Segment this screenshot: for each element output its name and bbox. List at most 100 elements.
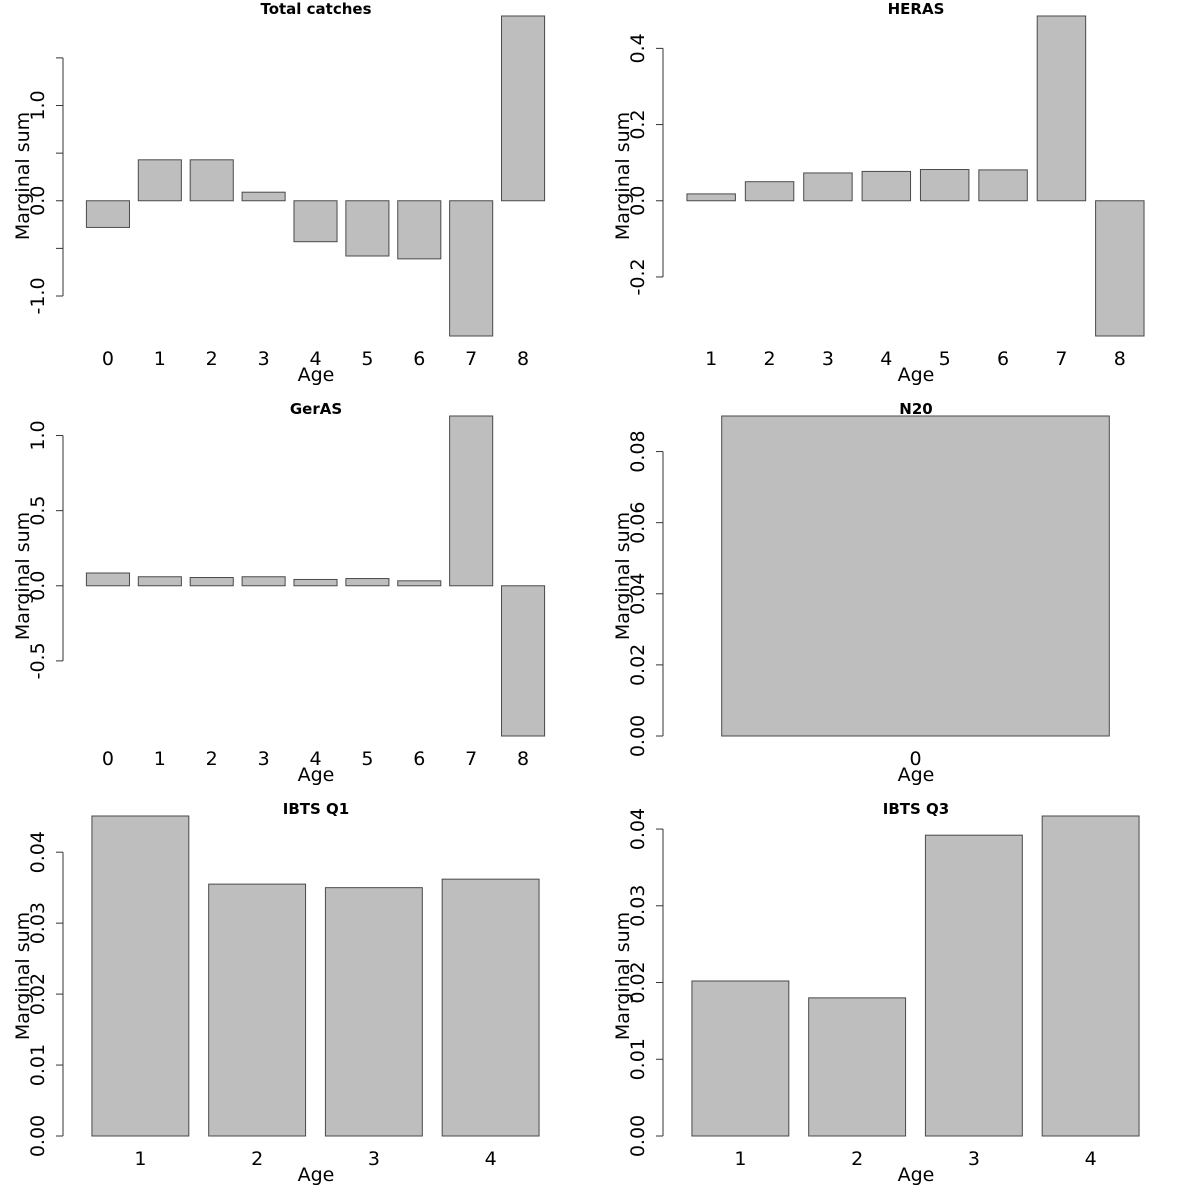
bar-4	[293, 578, 338, 587]
chart-panel-1: Total catches 0 1 2 3 4 5 6 7 8 -1.0 0.0 1.0 Age Margi…	[12, 0, 546, 386]
bar-7	[1036, 15, 1087, 202]
bar-1	[686, 193, 736, 202]
y-tick-label: 0.02	[27, 973, 49, 1015]
x-tick-label: 3	[822, 348, 834, 370]
y-tick-label: 1.0	[27, 90, 49, 120]
x-axis-label: Age	[898, 1164, 935, 1186]
x-tick-label: 4	[880, 348, 892, 370]
y-tick-label: 0.04	[627, 808, 649, 850]
x-tick-label: 6	[997, 348, 1009, 370]
chart-title: HERAS	[888, 0, 945, 18]
y-tick-label: 0.00	[627, 715, 649, 757]
y-tick-label: 0.08	[627, 430, 649, 472]
y-tick-label: 0.0	[27, 186, 49, 216]
bar-0	[85, 572, 130, 587]
x-tick-label: 3	[368, 1148, 380, 1170]
x-tick-label: 7	[465, 748, 477, 770]
bar-2	[744, 181, 795, 202]
y-tick-label: 0.03	[27, 902, 49, 944]
chart-panel-6: IBTS Q3 1 2 3 4 0.00 0.01 0.02 0.03 0.04 Age Margin…	[612, 800, 1140, 1186]
x-tick-label: 3	[258, 748, 270, 770]
x-axis-label: Age	[898, 364, 935, 386]
y-tick-label: -0.5	[27, 642, 49, 679]
x-tick-label: 1	[154, 348, 166, 370]
bar-3	[241, 576, 286, 587]
x-axis-label: Age	[298, 764, 335, 786]
bar-3	[924, 834, 1023, 1137]
chart-title: IBTS Q3	[883, 800, 949, 818]
y-tick-label: 0.01	[627, 1038, 649, 1080]
bar-1	[691, 980, 790, 1137]
y-tick-label: 0.03	[627, 885, 649, 927]
bar-1	[137, 576, 182, 587]
x-tick-label: 1	[734, 1148, 746, 1170]
x-tick-label: 8	[1114, 348, 1126, 370]
x-tick-label: 3	[968, 1148, 980, 1170]
x-tick-label: 4	[309, 348, 321, 370]
y-axis-label: Marginal sum	[612, 912, 634, 1040]
bar-5	[345, 200, 390, 257]
y-tick-label: 0.00	[627, 1115, 649, 1157]
bar-8	[501, 15, 546, 202]
x-tick-label: 6	[413, 348, 425, 370]
bar-7	[449, 200, 494, 337]
bar-6	[978, 169, 1028, 202]
x-tick-label: 0	[102, 748, 114, 770]
bar-6	[397, 580, 442, 587]
chart-title: IBTS Q1	[283, 800, 349, 818]
chart-panel-2: HERAS 1 2 3 4 5 6 7 8 -0.2 0.0 0.2 0.4 Age Marginal su…	[612, 0, 1145, 386]
x-tick-label: 8	[517, 348, 529, 370]
bar-2	[208, 883, 307, 1137]
y-axis-label: Marginal sum	[612, 112, 634, 240]
x-tick-label: 3	[258, 348, 270, 370]
bar-4	[861, 170, 912, 202]
chart-title: Total catches	[260, 0, 371, 18]
bar-8	[501, 585, 546, 737]
x-tick-label: 2	[206, 748, 218, 770]
x-tick-label: 5	[361, 348, 373, 370]
y-tick-label: 0.5	[27, 496, 49, 526]
y-axis-label: Marginal sum	[12, 112, 34, 240]
y-tick-label: 0.02	[627, 644, 649, 686]
y-tick-label: 0.00	[27, 1115, 49, 1157]
x-tick-label: 1	[154, 748, 166, 770]
bar-2	[189, 159, 234, 202]
x-tick-label: 1	[705, 348, 717, 370]
y-tick-label: 1.0	[27, 420, 49, 450]
bar-2	[189, 577, 234, 587]
y-tick-label: 0.01	[27, 1044, 49, 1086]
x-tick-label: 4	[1085, 1148, 1097, 1170]
bar-0	[85, 200, 130, 228]
x-tick-label: 7	[465, 348, 477, 370]
bar-1	[137, 159, 182, 202]
y-tick-label: 0.2	[627, 109, 649, 139]
y-tick-label: 0.04	[27, 831, 49, 873]
chart-title: N20	[899, 400, 932, 418]
bar-0	[721, 415, 1110, 737]
y-tick-label: 0.0	[627, 186, 649, 216]
bar-2	[808, 997, 907, 1137]
x-tick-label: 5	[361, 748, 373, 770]
chart-panel-5: IBTS Q1 1 2 3 4 0.00 0.01 0.02 0.03 0.04 Age Margin…	[12, 800, 540, 1186]
y-axis-label: Marginal sum	[12, 512, 34, 640]
x-tick-label: 1	[134, 1148, 146, 1170]
x-tick-label: 2	[206, 348, 218, 370]
x-tick-label: 2	[251, 1148, 263, 1170]
bar-5	[345, 578, 390, 587]
chart-panel-3: GerAS 0 1 2 3 4 5 6 7 8 -0.5 0.0 0.5 1.0 Age Marginal s…	[12, 400, 546, 786]
bar-1	[91, 815, 190, 1137]
bar-4	[441, 878, 540, 1137]
x-tick-label: 5	[939, 348, 951, 370]
y-tick-label: 0.4	[627, 33, 649, 63]
x-tick-label: 7	[1055, 348, 1067, 370]
x-tick-label: 8	[517, 748, 529, 770]
bar-3	[803, 172, 853, 202]
x-tick-label: 4	[309, 748, 321, 770]
bar-5	[919, 169, 970, 202]
x-tick-label: 6	[413, 748, 425, 770]
y-tick-label: 0.0	[27, 571, 49, 601]
y-tick-label: 0.06	[627, 502, 649, 544]
x-tick-label: 2	[764, 348, 776, 370]
y-tick-label: -0.2	[627, 258, 649, 295]
